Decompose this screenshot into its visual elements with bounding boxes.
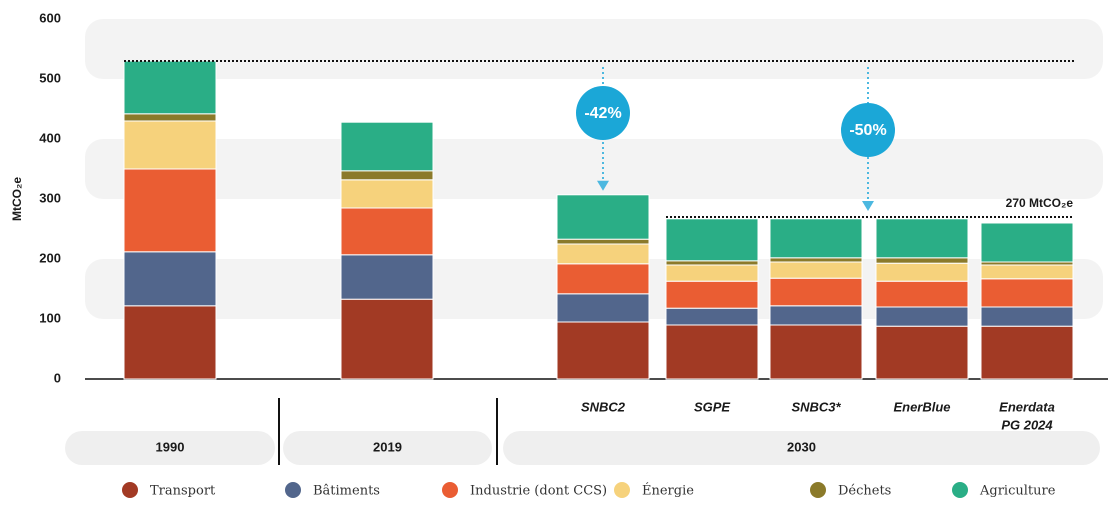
grid-band	[85, 139, 1103, 199]
bar-segment	[340, 179, 434, 209]
bar-segment	[875, 257, 969, 264]
bar-segment	[980, 306, 1074, 327]
legend-label: Bâtiments	[313, 484, 380, 499]
legend-label: Industrie (dont CCS)	[470, 484, 607, 499]
x-tick-label: PG 2024	[1001, 417, 1053, 432]
y-tick-label: 600	[39, 10, 61, 25]
legend-label: Transport	[150, 484, 216, 499]
y-axis-label: MtCO₂e	[10, 177, 24, 221]
x-tick-label: SGPE	[694, 399, 730, 414]
bar-segment	[340, 170, 434, 181]
bar-segment	[665, 280, 759, 309]
badge	[576, 86, 630, 140]
bar-segment	[769, 305, 863, 326]
annotation: -42%	[584, 105, 621, 122]
bar-segment	[556, 238, 650, 245]
y-tick-label: 500	[39, 70, 61, 85]
bar-segment	[123, 60, 217, 115]
bar-segment	[769, 261, 863, 279]
bar-segment	[556, 263, 650, 295]
y-tick-label: 300	[39, 190, 61, 205]
bar-segment	[556, 321, 650, 380]
bar-segment	[556, 243, 650, 265]
bar-segment	[980, 264, 1074, 280]
group-pill	[283, 431, 492, 465]
bar-segment	[340, 254, 434, 300]
x-tick-label: SNBC2	[581, 399, 626, 414]
bar-segment	[123, 113, 217, 122]
bar-segment	[980, 278, 1074, 308]
legend-swatch	[952, 482, 968, 498]
legend-label: Agriculture	[979, 484, 1056, 499]
arrow-head	[862, 201, 874, 211]
bar-segment	[875, 306, 969, 327]
legend-swatch	[614, 482, 630, 498]
y-tick-label: 200	[39, 250, 61, 265]
bar-segment	[123, 305, 217, 380]
bar-segment	[769, 324, 863, 380]
x-tick-label: Enerdata	[999, 399, 1055, 414]
bar-segment	[665, 218, 759, 262]
x-tick-label: EnerBlue	[893, 399, 950, 414]
bar-segment	[665, 307, 759, 326]
x-tick-label: SNBC3*	[791, 399, 841, 414]
group-label: 2030	[787, 439, 816, 454]
legend-swatch	[810, 482, 826, 498]
bar-segment	[556, 293, 650, 323]
bar-segment	[665, 324, 759, 380]
arrow-head	[597, 180, 609, 191]
group-label: 1990	[156, 439, 185, 454]
bar-segment	[123, 251, 217, 307]
legend-swatch	[442, 482, 458, 498]
bar-segment	[875, 280, 969, 308]
group-pill	[503, 431, 1100, 465]
bar-segment	[769, 218, 863, 259]
bar-segment	[875, 325, 969, 380]
y-tick-label: 100	[39, 310, 61, 325]
badge	[841, 103, 895, 157]
annotation: 270 MtCO₂e	[1006, 196, 1074, 210]
bar-segment	[340, 121, 434, 172]
y-tick-label: 0	[54, 370, 61, 385]
annotation: -50%	[849, 122, 886, 139]
bar-segment	[123, 120, 217, 170]
bar-segment	[875, 262, 969, 282]
bar-segment	[875, 218, 969, 259]
bar-segment	[980, 325, 1074, 380]
legend-swatch	[122, 482, 138, 498]
bar-segment	[340, 298, 434, 380]
legend-swatch	[285, 482, 301, 498]
legend-label: Déchets	[838, 484, 891, 499]
bar-segment	[769, 277, 863, 307]
legend-label: Énergie	[642, 483, 694, 499]
bar-segment	[340, 207, 434, 256]
bar-segment	[665, 260, 759, 266]
grid-band	[85, 19, 1103, 79]
bar-segment	[123, 168, 217, 253]
group-pill	[65, 431, 275, 465]
bar-segment	[665, 264, 759, 282]
y-tick-label: 400	[39, 130, 61, 145]
group-label: 2019	[373, 439, 402, 454]
bar-segment	[980, 222, 1074, 263]
bar-segment	[769, 257, 863, 263]
bar-segment	[556, 194, 650, 240]
